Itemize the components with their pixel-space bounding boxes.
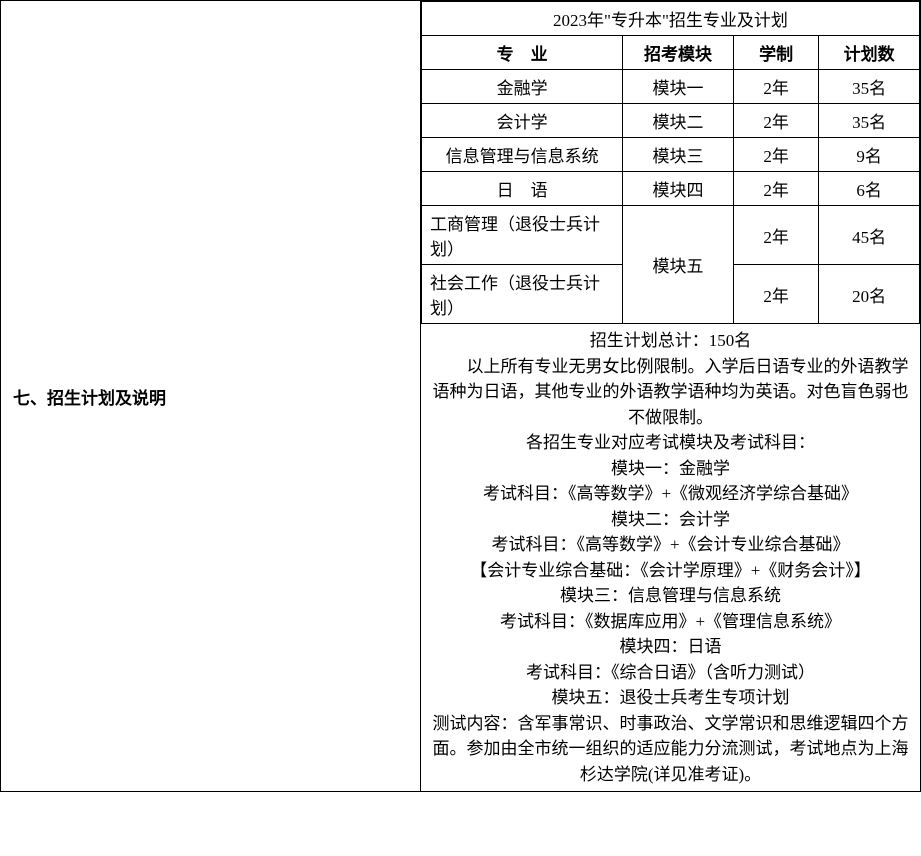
note-line: 模块四：日语: [428, 634, 914, 660]
note-line: 模块五：退役士兵考生专项计划: [428, 685, 914, 711]
header-plan: 计划数: [819, 36, 920, 70]
section-heading: 七、招生计划及说明: [1, 1, 421, 792]
table-row: 日 语 模块四 2年 6名: [422, 172, 920, 206]
note-line: 考试科目：《高等数学》+《微观经济学综合基础》: [428, 481, 914, 507]
cell-module: 模块三: [623, 138, 734, 172]
note-line: 招生计划总计：150名: [428, 328, 914, 354]
cell-duration: 2年: [733, 70, 819, 104]
cell-duration: 2年: [733, 172, 819, 206]
header-module: 招考模块: [623, 36, 734, 70]
note-line: 模块二：会计学: [428, 507, 914, 533]
table-row: 信息管理与信息系统 模块三 2年 9名: [422, 138, 920, 172]
cell-major: 金融学: [422, 70, 623, 104]
cell-duration: 2年: [733, 206, 819, 265]
admission-section-table: 七、招生计划及说明 2023年"专升本"招生专业及计划 专 业 招考模块 学制 …: [0, 0, 921, 792]
table-row: 金融学 模块一 2年 35名: [422, 70, 920, 104]
table-header-row: 专 业 招考模块 学制 计划数: [422, 36, 920, 70]
section-content: 2023年"专升本"招生专业及计划 专 业 招考模块 学制 计划数 金融学 模块…: [421, 1, 921, 792]
cell-module: 模块二: [623, 104, 734, 138]
cell-plan: 35名: [819, 70, 920, 104]
cell-major: 会计学: [422, 104, 623, 138]
header-major: 专 业: [422, 36, 623, 70]
cell-duration: 2年: [733, 265, 819, 324]
cell-module: 模块一: [623, 70, 734, 104]
note-line: 各招生专业对应考试模块及考试科目：: [428, 430, 914, 456]
table-row: 会计学 模块二 2年 35名: [422, 104, 920, 138]
table-title: 2023年"专升本"招生专业及计划: [422, 2, 920, 36]
cell-major: 工商管理（退役士兵计划）: [422, 206, 623, 265]
cell-plan: 20名: [819, 265, 920, 324]
cell-major: 日 语: [422, 172, 623, 206]
header-duration: 学制: [733, 36, 819, 70]
cell-plan: 9名: [819, 138, 920, 172]
table-row: 工商管理（退役士兵计划） 模块五 2年 45名: [422, 206, 920, 265]
cell-plan: 35名: [819, 104, 920, 138]
cell-module: 模块四: [623, 172, 734, 206]
note-line: 模块一：金融学: [428, 456, 914, 482]
cell-plan: 45名: [819, 206, 920, 265]
cell-module: 模块五: [623, 206, 734, 324]
note-line: 模块三：信息管理与信息系统: [428, 583, 914, 609]
note-line: 考试科目：《高等数学》+《会计专业综合基础》: [428, 532, 914, 558]
table-title-row: 2023年"专升本"招生专业及计划: [422, 2, 920, 36]
cell-duration: 2年: [733, 138, 819, 172]
cell-duration: 2年: [733, 104, 819, 138]
notes-cell: 招生计划总计：150名 以上所有专业无男女比例限制。入学后日语专业的外语教学语种…: [422, 324, 920, 792]
cell-plan: 6名: [819, 172, 920, 206]
note-line: 以上所有专业无男女比例限制。入学后日语专业的外语教学语种为日语，其他专业的外语教…: [428, 354, 914, 431]
cell-major: 信息管理与信息系统: [422, 138, 623, 172]
note-line: 测试内容：含军事常识、时事政治、文学常识和思维逻辑四个方面。参加由全市统一组织的…: [428, 711, 914, 788]
note-line: 考试科目：《综合日语》（含听力测试）: [428, 660, 914, 686]
cell-major: 社会工作（退役士兵计划）: [422, 265, 623, 324]
note-line: 【会计专业综合基础：《会计学原理》+《财务会计》】: [428, 558, 914, 584]
section-heading-text: 七、招生计划及说明: [13, 389, 166, 408]
notes-row: 招生计划总计：150名 以上所有专业无男女比例限制。入学后日语专业的外语教学语种…: [422, 324, 920, 792]
admission-plan-table: 2023年"专升本"招生专业及计划 专 业 招考模块 学制 计划数 金融学 模块…: [421, 1, 920, 791]
note-line: 考试科目：《数据库应用》+《管理信息系统》: [428, 609, 914, 635]
